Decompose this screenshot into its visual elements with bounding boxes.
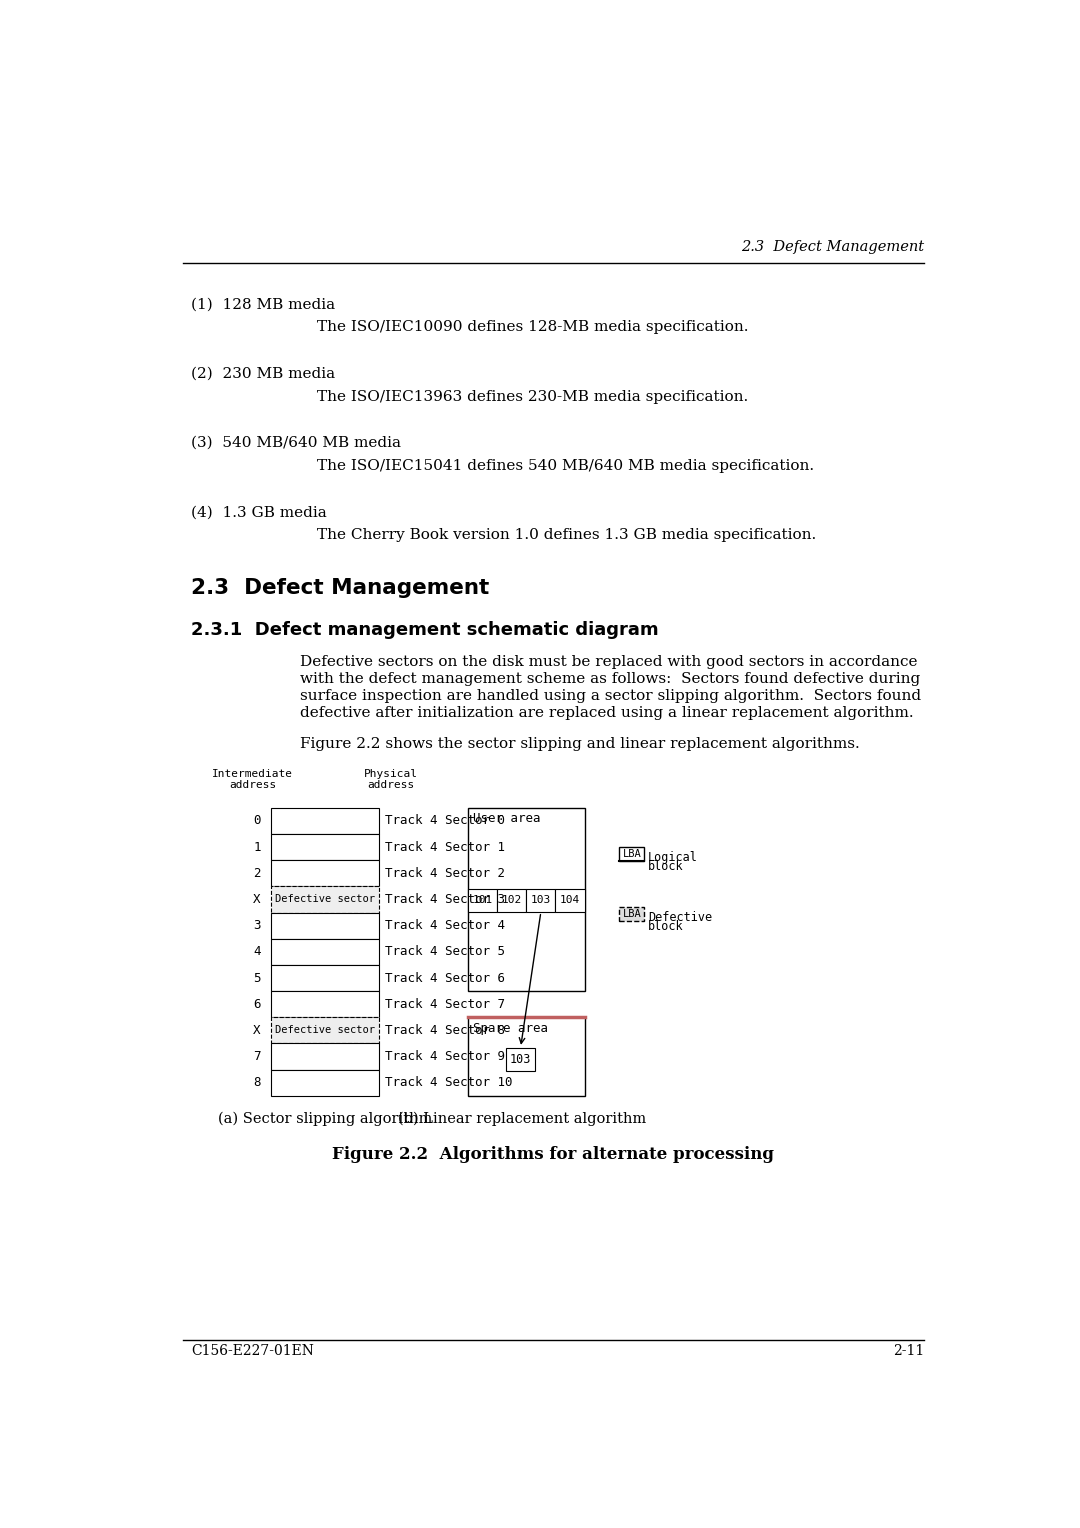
Text: Track 4 Sector 4: Track 4 Sector 4 [384,920,504,932]
Text: Defective sector: Defective sector [275,1025,375,1036]
Bar [271,964,379,992]
Text: Intermediate: Intermediate [213,769,294,779]
Bar [271,992,379,1018]
FancyBboxPatch shape [271,1018,379,1044]
Text: Figure 2.2 shows the sector slipping and linear replacement algorithms.: Figure 2.2 shows the sector slipping and… [300,736,860,750]
Text: 104: 104 [559,895,580,905]
Text: Track 4 Sector 0: Track 4 Sector 0 [384,814,504,828]
Text: 102: 102 [502,895,522,905]
Bar [507,1048,535,1071]
Text: (2)  230 MB media: (2) 230 MB media [191,367,335,380]
Text: 2.3  Defect Management: 2.3 Defect Management [191,579,489,599]
Text: 2-11: 2-11 [893,1345,924,1358]
Text: Track 4 Sector 8: Track 4 Sector 8 [384,1024,504,1038]
Text: 0: 0 [253,814,260,828]
Text: X: X [253,892,260,906]
Bar [271,808,379,834]
Bar [619,847,644,860]
Text: User area: User area [473,811,540,825]
Text: The ISO/IEC15041 defines 540 MB/640 MB media specification.: The ISO/IEC15041 defines 540 MB/640 MB m… [318,458,814,474]
Text: 103: 103 [510,1053,531,1067]
Text: LBA: LBA [622,909,642,920]
Text: LBA: LBA [622,850,642,859]
Text: The Cherry Book version 1.0 defines 1.3 GB media specification.: The Cherry Book version 1.0 defines 1.3 … [318,529,816,542]
Text: Defective: Defective [648,911,712,924]
Text: with the defect management scheme as follows:  Sectors found defective during: with the defect management scheme as fol… [300,672,920,686]
Text: The ISO/IEC10090 defines 128-MB media specification.: The ISO/IEC10090 defines 128-MB media sp… [318,321,748,335]
Text: Figure 2.2  Algorithms for alternate processing: Figure 2.2 Algorithms for alternate proc… [333,1146,774,1163]
Text: block: block [648,920,684,934]
Text: 101: 101 [473,895,492,905]
Text: 103: 103 [530,895,551,905]
Text: Track 4 Sector 10: Track 4 Sector 10 [384,1076,512,1089]
Text: Track 4 Sector 1: Track 4 Sector 1 [384,840,504,854]
Bar [271,860,379,886]
Text: (3)  540 MB/640 MB media: (3) 540 MB/640 MB media [191,435,401,449]
Text: 3: 3 [253,920,260,932]
Text: (a) Sector slipping algorithm: (a) Sector slipping algorithm [218,1111,432,1126]
Text: Spare area: Spare area [473,1022,548,1034]
Bar [271,1044,379,1070]
Text: 6: 6 [253,998,260,1010]
Text: surface inspection are handled using a sector slipping algorithm.  Sectors found: surface inspection are handled using a s… [300,689,921,703]
Text: (b) Linear replacement algorithm: (b) Linear replacement algorithm [399,1111,647,1126]
Text: address: address [229,781,276,790]
Text: Physical: Physical [364,769,418,779]
Text: Logical: Logical [648,851,698,863]
Text: 7: 7 [253,1050,260,1063]
Text: 2.3.1  Defect management schematic diagram: 2.3.1 Defect management schematic diagra… [191,620,659,639]
Text: Defective sectors on the disk must be replaced with good sectors in accordance: Defective sectors on the disk must be re… [300,656,918,669]
Text: 1: 1 [253,840,260,854]
Text: 2: 2 [253,866,260,880]
Text: address: address [367,781,415,790]
Text: Track 4 Sector 6: Track 4 Sector 6 [384,972,504,984]
Bar [526,889,555,912]
Text: 5: 5 [253,972,260,984]
Text: defective after initialization are replaced using a linear replacement algorithm: defective after initialization are repla… [300,706,914,720]
Text: X: X [253,1024,260,1038]
Text: (4)  1.3 GB media: (4) 1.3 GB media [191,506,326,520]
Text: 8: 8 [253,1076,260,1089]
Text: (1)  128 MB media: (1) 128 MB media [191,298,335,312]
Text: Track 4 Sector 2: Track 4 Sector 2 [384,866,504,880]
Text: Track 4 Sector 9: Track 4 Sector 9 [384,1050,504,1063]
Bar [271,1070,379,1096]
Bar [271,834,379,860]
Text: block: block [648,860,684,872]
Text: Track 4 Sector 3: Track 4 Sector 3 [384,892,504,906]
Text: Track 4 Sector 5: Track 4 Sector 5 [384,946,504,958]
Bar [271,912,379,938]
Bar [469,1018,584,1096]
Bar [469,889,497,912]
Bar [619,908,644,921]
Text: Track 4 Sector 7: Track 4 Sector 7 [384,998,504,1010]
Bar [555,889,584,912]
Bar [469,808,584,992]
Text: C156-E227-01EN: C156-E227-01EN [191,1345,313,1358]
Text: 4: 4 [253,946,260,958]
Text: The ISO/IEC13963 defines 230-MB media specification.: The ISO/IEC13963 defines 230-MB media sp… [318,390,748,403]
FancyBboxPatch shape [271,886,379,912]
Text: Defective sector: Defective sector [275,894,375,905]
Bar [271,938,379,964]
Text: 2.3  Defect Management: 2.3 Defect Management [741,240,924,254]
Bar [497,889,526,912]
